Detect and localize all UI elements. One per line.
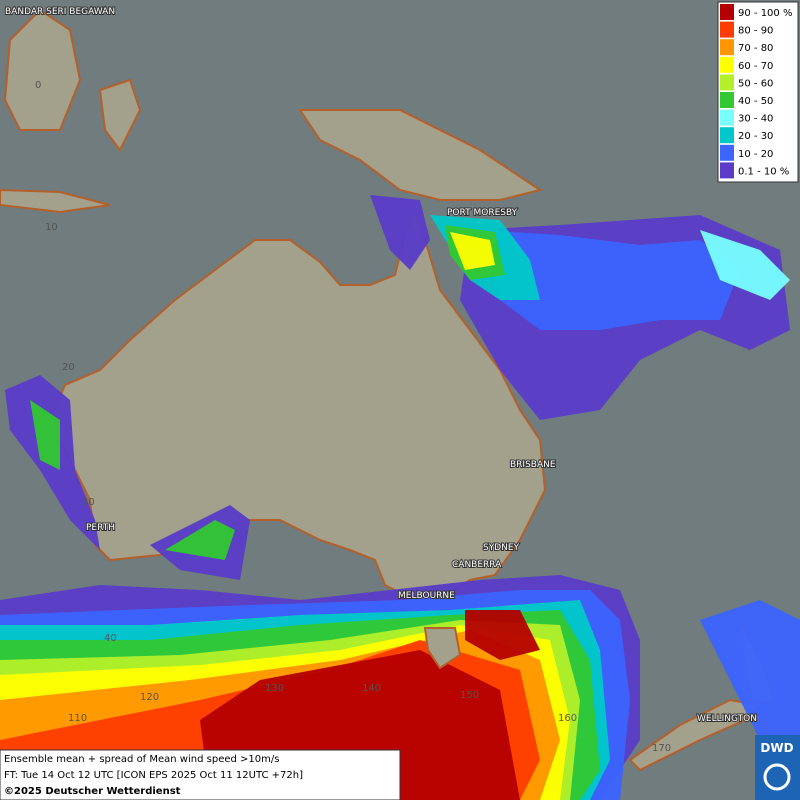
grid-label: 0 [35,80,41,91]
legend-label: 90 - 100 % [738,8,792,19]
probability-area [700,600,800,740]
grid-label: 170 [652,743,671,754]
australia [48,209,547,602]
grid-label: 130 [265,683,284,694]
legend-label: 70 - 80 [738,43,773,54]
probability-area [465,610,540,660]
city-label: BRISBANE [510,460,556,470]
probability-area [165,520,235,560]
legend-swatch [720,162,734,179]
city-label: CANBERRA [452,560,502,570]
city-label: MELBOURNE [398,591,455,601]
legend-label: 40 - 50 [738,96,773,107]
tasmania-island [423,627,462,670]
legend-swatch [720,4,734,20]
probability-area [370,195,430,270]
probability-area [30,400,60,470]
probability-area [480,230,740,330]
grid-label: 40 [104,633,117,644]
city-label: WELLINGTON [697,714,757,724]
java [0,188,111,214]
nz-south [628,698,763,772]
legend-label: 10 - 20 [738,149,773,160]
borneo [3,8,82,131]
legend-swatch [720,92,734,108]
legend-label: 80 - 90 [738,26,773,37]
grid-label: 30 [82,497,95,508]
grid-label: 110 [68,713,87,724]
legend-label: 30 - 40 [738,114,773,125]
probability-area [450,232,495,270]
legend-label: 60 - 70 [738,61,773,72]
grid-label: 20 [62,362,75,373]
legend-swatch [720,127,734,144]
legend-label: 20 - 30 [738,131,773,142]
grid-labels: 0 10 20 30 40 110 120 130 140 150 160 170 [35,80,671,754]
footer: Ensemble mean + spread of Mean wind spee… [0,749,401,801]
tasmania [423,627,462,670]
legend-label: 50 - 60 [738,78,773,89]
footer-line: FT: Tue 14 Oct 12 UTC [ICON EPS 2025 Oct… [4,770,303,781]
probability-area [700,230,790,300]
new-guinea [298,109,543,201]
legend-label: 0.1 - 10 % [738,166,789,177]
grid-label: 160 [558,713,577,724]
land [0,8,777,772]
legend: 90 - 100 % 80 - 90 70 - 80 60 - 70 50 - 60 40… [717,1,799,183]
city-label: PORT MORESBY [447,208,518,218]
legend-swatch [720,39,734,56]
grid-label: 150 [460,690,479,701]
grid-label: 140 [362,683,381,694]
sulawesi [98,78,142,152]
footer-line: ©2025 Deutscher Wetterdienst [4,786,181,797]
logo-text: DWD [760,741,793,755]
city-label: BANDAR SERI BEGAWAN [5,7,115,17]
footer-box [0,749,401,801]
legend-swatch [720,56,734,73]
grid-label: 120 [140,692,159,703]
legend-swatch [720,109,734,126]
legend-swatch [720,21,734,38]
legend-swatch [720,144,734,161]
logo-swirl [763,763,791,791]
grid-label: 10 [45,222,58,233]
city-label: PERTH [86,523,115,533]
legend-swatch [720,74,734,91]
city-label: SYDNEY [483,543,520,553]
logo: DWD [755,735,800,800]
footer-line: Ensemble mean + spread of Mean wind spee… [4,754,279,765]
